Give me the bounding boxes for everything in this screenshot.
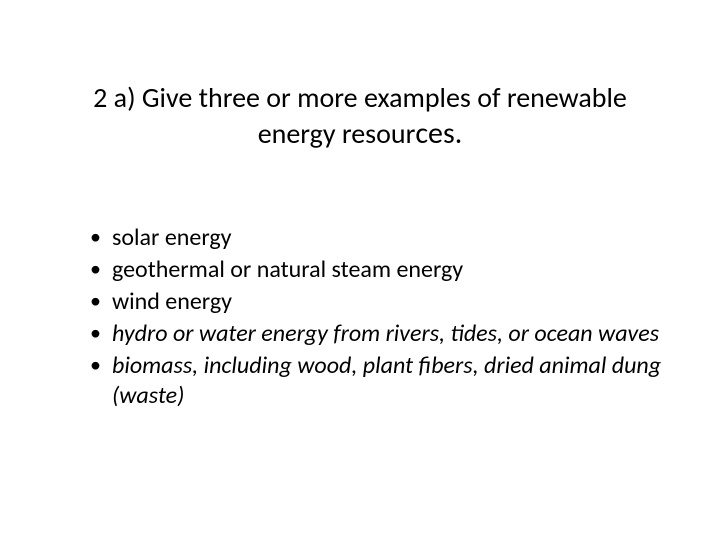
bullet-text: solar energy: [112, 223, 232, 252]
list-item: geothermal or natural steam energy: [90, 255, 670, 285]
slide: 2 a) Give three or more examples of rene…: [0, 0, 720, 540]
list-item: wind energy: [90, 287, 670, 317]
slide-title: 2 a) Give three or more examples of rene…: [50, 80, 670, 153]
bullet-text: hydro or water energy from rivers, tides…: [112, 319, 659, 348]
list-item: hydro or water energy from rivers, tides…: [90, 319, 670, 349]
list-item: biomass, including wood, plant fibers, d…: [90, 351, 670, 411]
bullet-text: wind energy: [112, 287, 232, 316]
bullet-text: biomass, including wood, plant fibers, d…: [112, 351, 661, 410]
title-line-2b: ces.: [415, 115, 462, 152]
list-item: solar energy: [90, 223, 670, 253]
bullet-list: solar energy geothermal or natural steam…: [50, 223, 670, 411]
bullet-text: geothermal or natural steam energy: [112, 255, 463, 284]
title-line-1: 2 a) Give three or more examples of rene…: [93, 80, 627, 115]
title-line-2a: energy resour: [258, 116, 416, 151]
